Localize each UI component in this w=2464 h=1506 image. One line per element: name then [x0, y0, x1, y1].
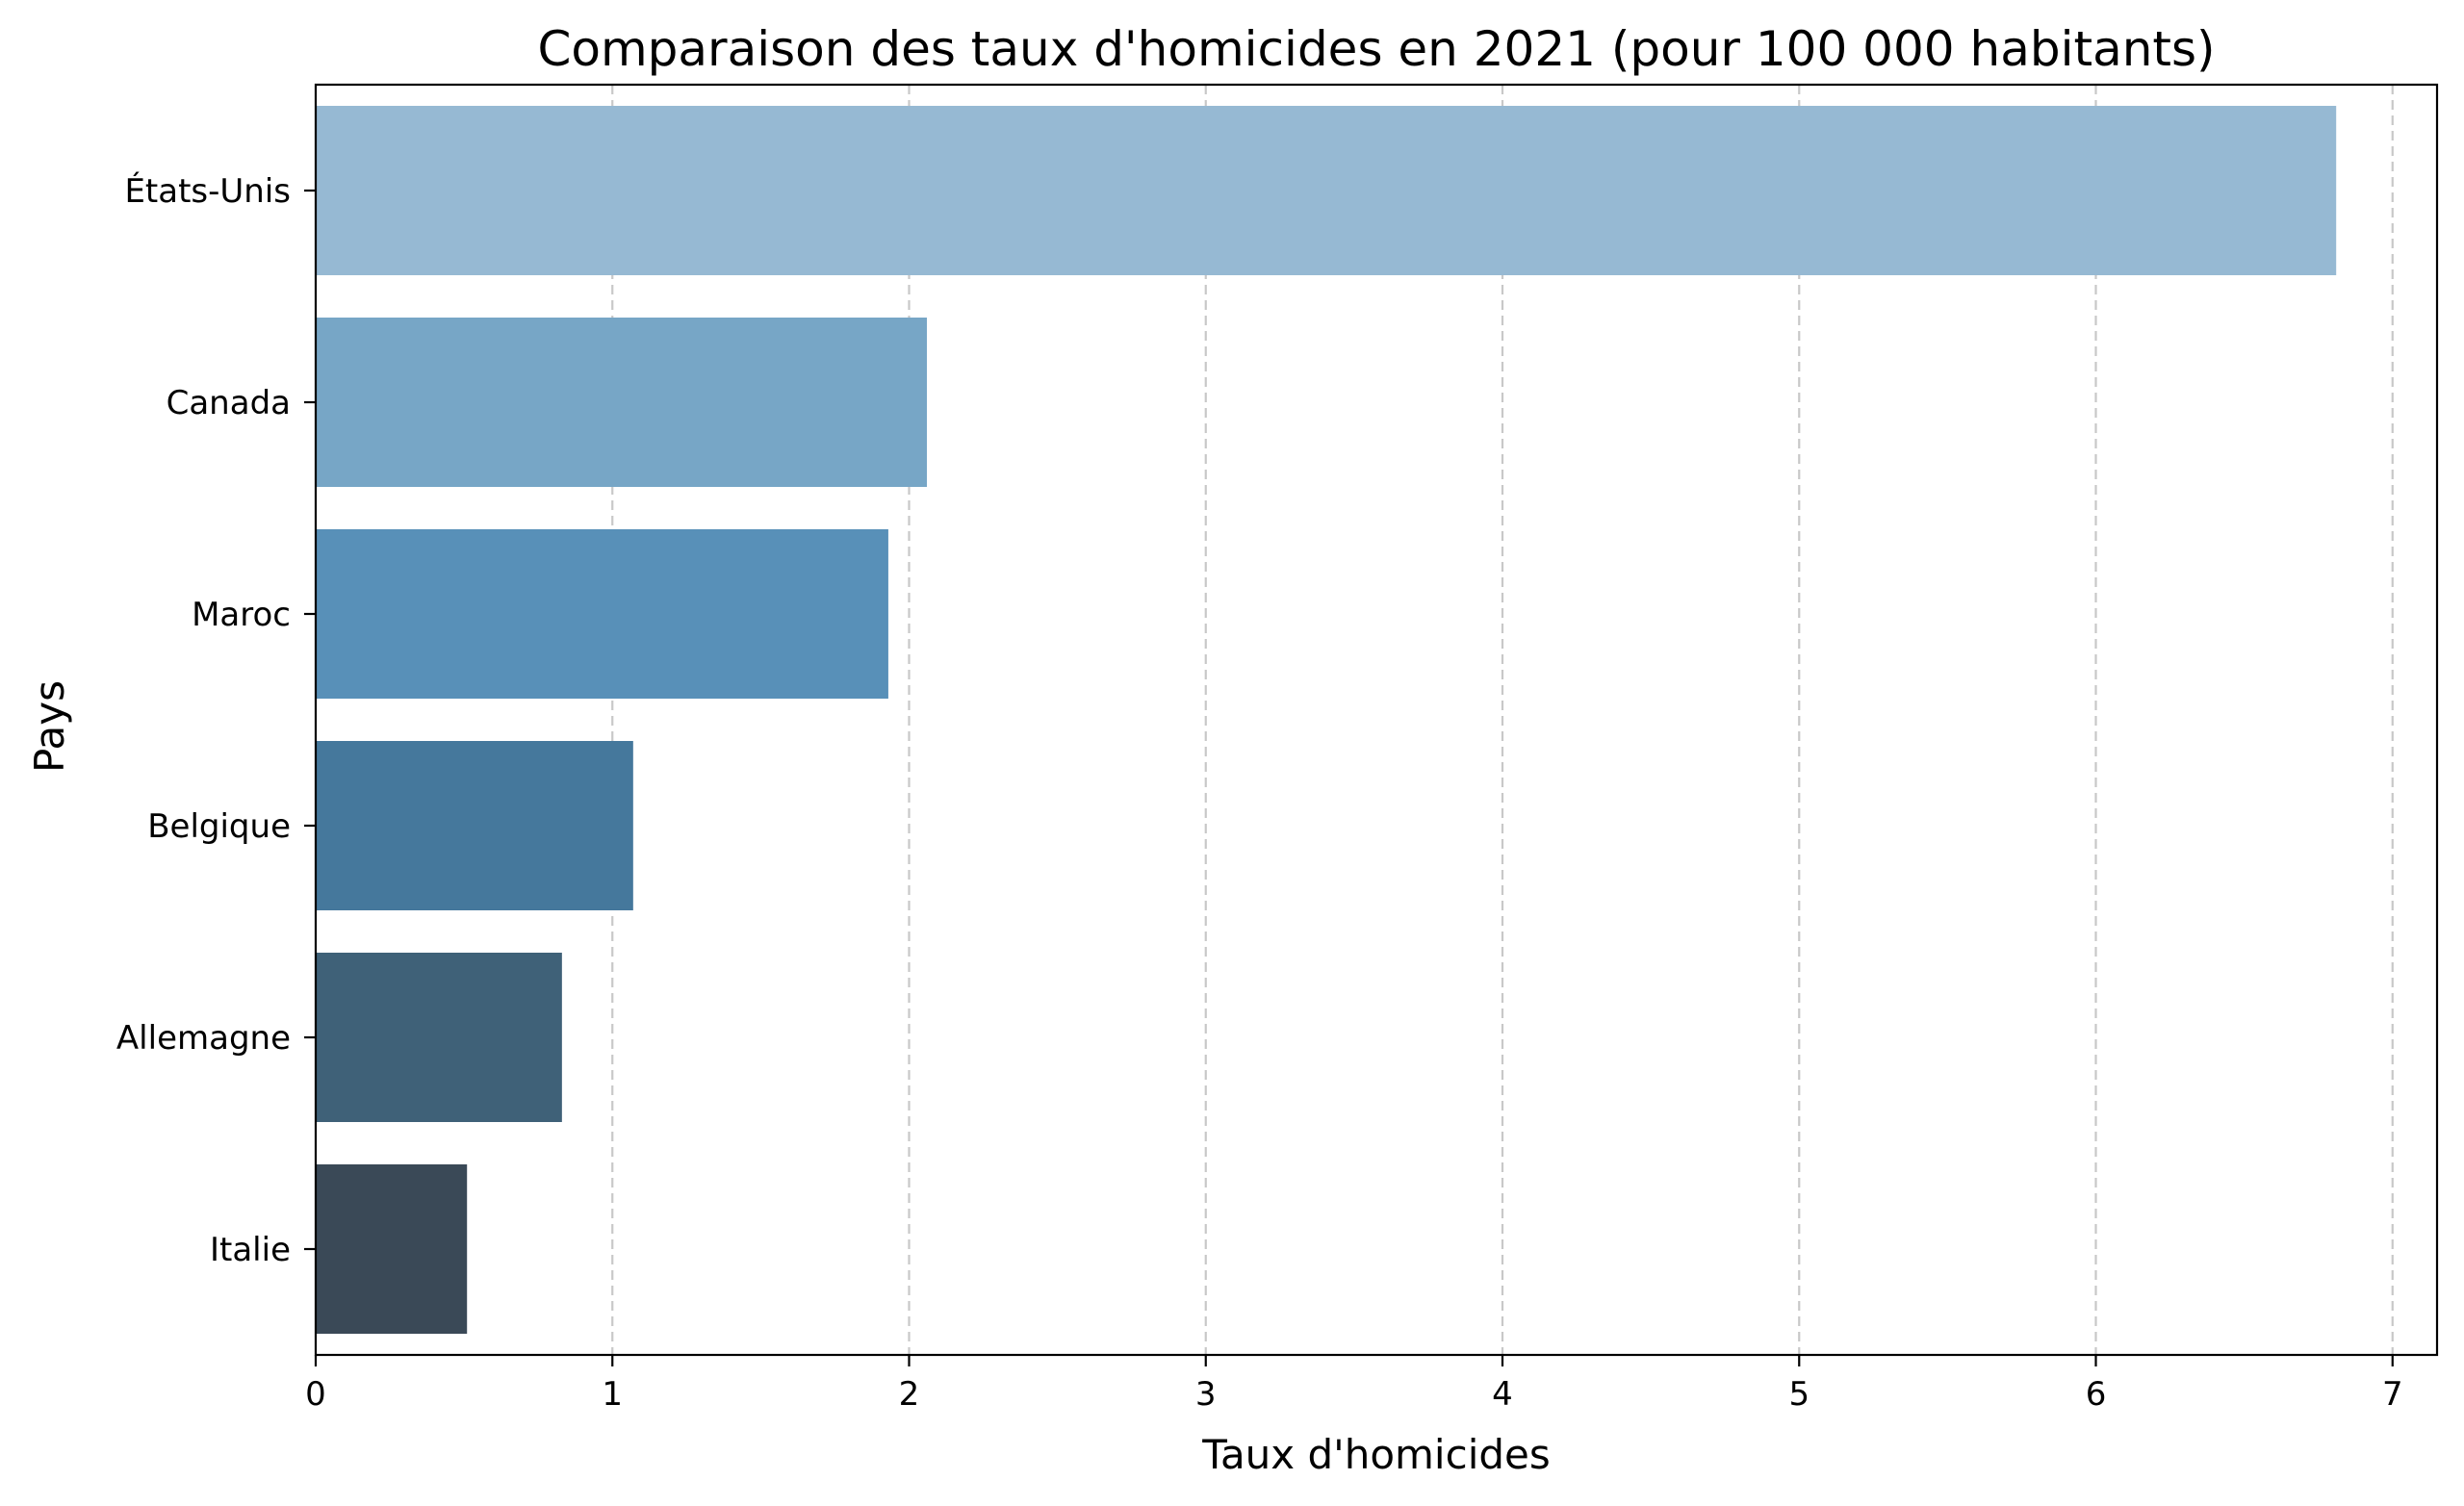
ticks: 0 1 2 3 4 5 6 7 États-Unis Canada Maroc Belgique All…	[116, 171, 2403, 1414]
bars	[316, 106, 2337, 1334]
x-tick-label: 7	[2382, 1375, 2403, 1414]
x-tick-label: 1	[602, 1375, 623, 1414]
plot-frame	[314, 83, 2439, 1357]
y-tick-label: Belgique	[147, 807, 291, 846]
x-tick-label: 6	[2086, 1375, 2107, 1414]
bar-5	[316, 1164, 468, 1334]
x-tick-label: 0	[305, 1375, 326, 1414]
gridlines	[611, 85, 2394, 1355]
y-tick-label: États-Unis	[124, 171, 291, 211]
bar-2	[316, 529, 888, 699]
y-tick-label: Maroc	[192, 596, 291, 634]
axes	[314, 83, 2439, 1357]
bar-1	[316, 318, 927, 487]
x-tick-label: 3	[1195, 1375, 1217, 1414]
y-axis-title: Pays	[26, 680, 73, 773]
bar-3	[316, 741, 633, 910]
x-tick-label: 2	[899, 1375, 920, 1414]
y-tick-label: Italie	[210, 1231, 291, 1269]
x-axis-title: Taux d'homicides	[1201, 1431, 1551, 1478]
x-tick-label: 5	[1788, 1375, 1810, 1414]
x-tick-label: 4	[1492, 1375, 1513, 1414]
chart-title: Comparaison des taux d'homicides en 2021…	[537, 21, 2215, 77]
y-tick-label: Allemagne	[116, 1019, 291, 1058]
y-tick-label: Canada	[167, 384, 291, 422]
bar-0	[316, 106, 2337, 275]
bar-4	[316, 953, 562, 1122]
